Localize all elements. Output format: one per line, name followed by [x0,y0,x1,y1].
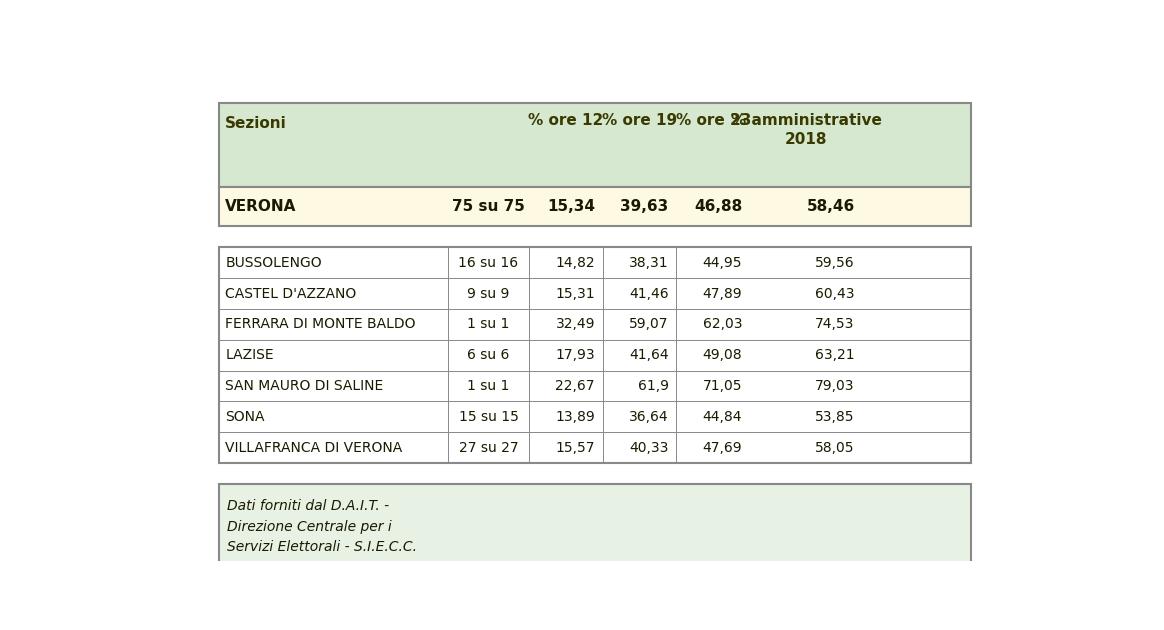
Text: 15,31: 15,31 [555,287,595,301]
Text: 59,07: 59,07 [629,318,668,331]
Text: 79,03: 79,03 [815,379,854,393]
Text: 17,93: 17,93 [555,348,595,362]
Text: 9 su 9: 9 su 9 [467,287,510,301]
Text: 41,46: 41,46 [629,287,668,301]
Text: 15,57: 15,57 [555,440,595,454]
Text: CASTEL D'AZZANO: CASTEL D'AZZANO [226,287,356,301]
Text: 47,89: 47,89 [703,287,743,301]
Text: 38,31: 38,31 [629,256,668,270]
Text: SAN MAURO DI SALINE: SAN MAURO DI SALINE [226,379,384,393]
Text: % ore 12: % ore 12 [528,113,604,129]
Text: 1 su 1: 1 su 1 [467,379,510,393]
Text: BUSSOLENGO: BUSSOLENGO [226,256,322,270]
Bar [219,103,971,187]
Text: 15 su 15: 15 su 15 [459,410,518,424]
Text: 63,21: 63,21 [815,348,854,362]
Text: 39,63: 39,63 [620,199,668,214]
Text: 61,9: 61,9 [638,379,668,393]
Text: 1 su 1: 1 su 1 [467,318,510,331]
Text: 36,64: 36,64 [629,410,668,424]
Bar [219,248,971,463]
Bar [219,484,971,569]
Text: VILLAFRANCA DI VERONA: VILLAFRANCA DI VERONA [226,440,403,454]
Text: 15,34: 15,34 [547,199,595,214]
Text: 58,46: 58,46 [807,199,854,214]
Text: 75 su 75: 75 su 75 [452,199,525,214]
Text: 46,88: 46,88 [694,199,743,214]
Text: 62,03: 62,03 [703,318,743,331]
Text: 71,05: 71,05 [703,379,743,393]
Text: SONA: SONA [226,410,265,424]
Text: 40,33: 40,33 [630,440,668,454]
Bar [219,187,971,226]
Text: FERRARA DI MONTE BALDO: FERRARA DI MONTE BALDO [226,318,416,331]
Text: 6 su 6: 6 su 6 [467,348,510,362]
Text: 32,49: 32,49 [555,318,595,331]
Text: % ore 19: % ore 19 [602,113,677,129]
Text: 22,67: 22,67 [555,379,595,393]
Text: 49,08: 49,08 [703,348,743,362]
Text: % amministrative
2018: % amministrative 2018 [731,113,881,147]
Text: 44,95: 44,95 [703,256,743,270]
Text: % ore 23: % ore 23 [675,113,751,129]
Text: 16 su 16: 16 su 16 [459,256,518,270]
Text: 27 su 27: 27 su 27 [459,440,518,454]
Text: 59,56: 59,56 [815,256,854,270]
Text: 53,85: 53,85 [815,410,854,424]
Text: 58,05: 58,05 [815,440,854,454]
Text: VERONA: VERONA [226,199,297,214]
Text: LAZISE: LAZISE [226,348,274,362]
Text: 14,82: 14,82 [555,256,595,270]
Text: 74,53: 74,53 [815,318,854,331]
Text: 44,84: 44,84 [703,410,743,424]
Text: 60,43: 60,43 [815,287,854,301]
Text: 47,69: 47,69 [703,440,743,454]
Text: 41,64: 41,64 [629,348,668,362]
Text: Dati forniti dal D.A.I.T. -
Direzione Centrale per i
Servizi Elettorali - S.I.E.: Dati forniti dal D.A.I.T. - Direzione Ce… [227,499,417,554]
Text: 13,89: 13,89 [555,410,595,424]
Text: Sezioni: Sezioni [226,117,288,132]
